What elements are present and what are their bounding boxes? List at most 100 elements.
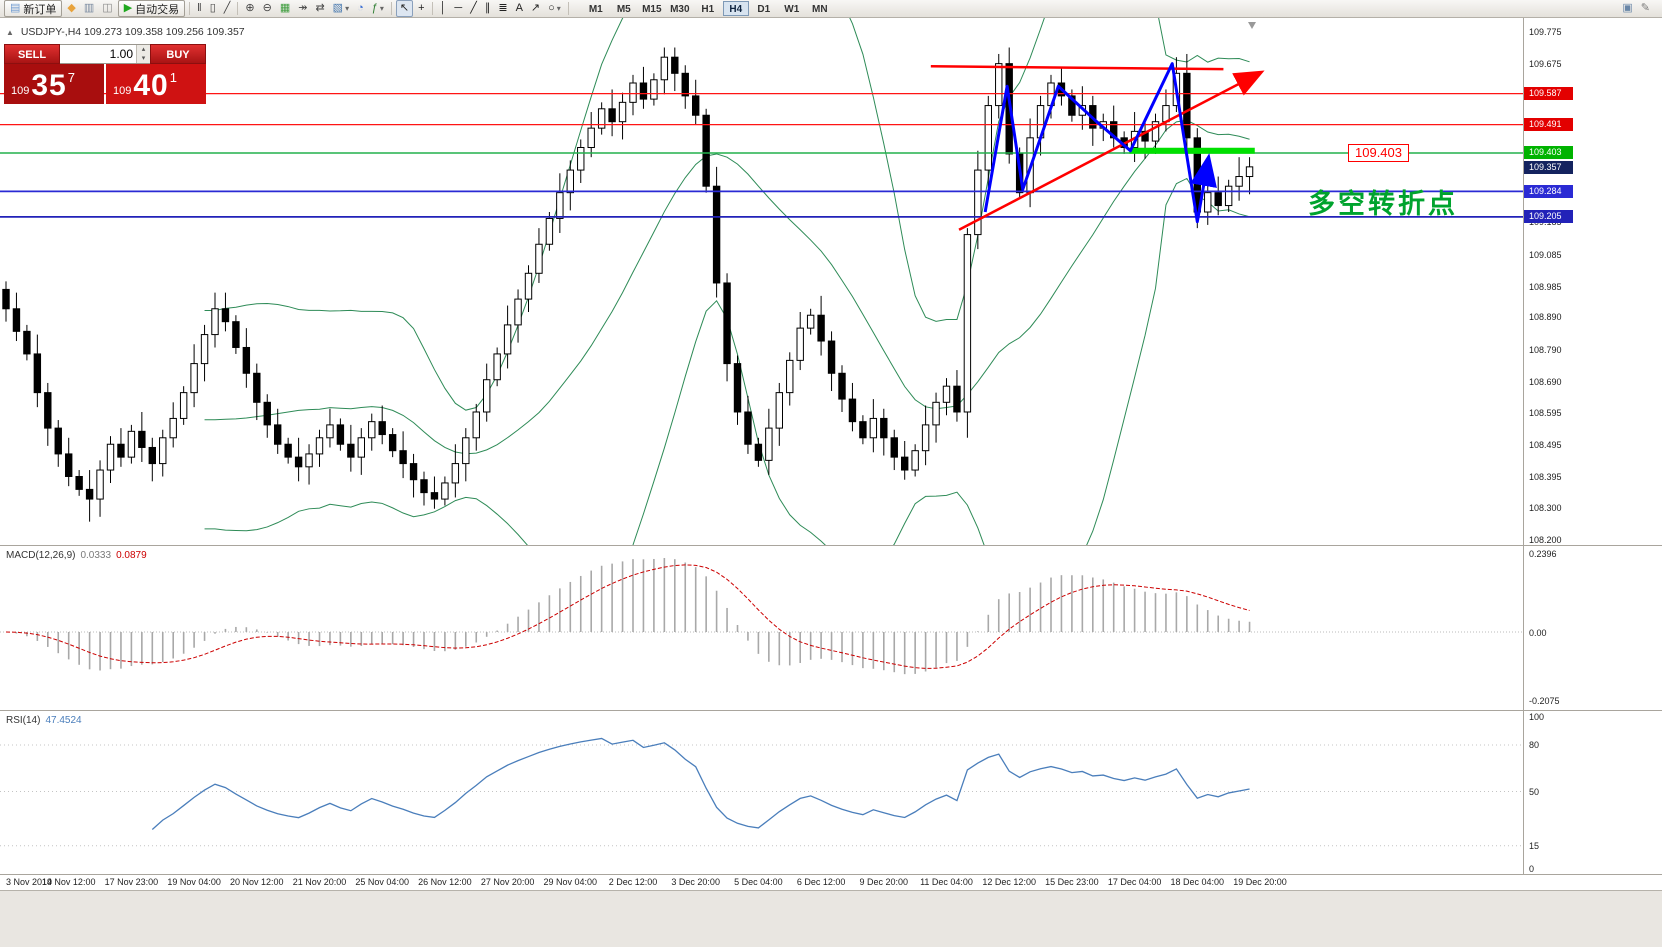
status-bar-area xyxy=(0,890,1662,947)
compose-icon[interactable]: ✎ xyxy=(1638,1,1653,16)
time-label: 21 Nov 20:00 xyxy=(292,877,347,887)
timeframe-h4[interactable]: H4 xyxy=(722,1,749,16)
time-label: 20 Nov 12:00 xyxy=(230,877,284,887)
indicators-icon: ƒ xyxy=(371,2,378,14)
tile-windows-icon[interactable]: ▦ xyxy=(277,1,293,16)
rsi-scale-label: 50 xyxy=(1529,786,1540,797)
auto-scroll-icon[interactable]: ↠ xyxy=(295,1,310,16)
toolbar-separator xyxy=(189,2,191,15)
time-label: 17 Dec 04:00 xyxy=(1107,877,1162,887)
autotrading-icon: ▶ xyxy=(123,2,133,14)
buy-price-display[interactable]: 109 40 1 xyxy=(106,64,206,104)
price-tick: 108.690 xyxy=(1529,376,1562,387)
sell-button[interactable]: SELL xyxy=(4,44,60,64)
price-scale[interactable]: 109.775109.675109.185109.085108.985108.8… xyxy=(1524,18,1662,874)
chart-shift-marker[interactable] xyxy=(1248,22,1256,29)
new-order-button-label: 新订单 xyxy=(23,3,57,16)
volume-decrease-button[interactable]: ▾ xyxy=(137,54,150,63)
one-click-panel-toggle[interactable]: ▲ xyxy=(6,28,14,37)
volume-input[interactable] xyxy=(60,45,136,63)
timeframe-mn[interactable]: MN xyxy=(812,4,828,15)
trend-annotation[interactable]: 多空转折点 xyxy=(1308,189,1458,219)
text-icon[interactable]: A xyxy=(513,1,526,16)
bollinger-upper-band xyxy=(204,18,1250,411)
layout-icon[interactable]: ▣ xyxy=(1619,1,1635,16)
time-label: 19 Nov 04:00 xyxy=(167,877,221,887)
horizontal-line-icon[interactable]: ─ xyxy=(451,1,465,16)
buy-button[interactable]: BUY xyxy=(150,44,206,64)
panel-separator[interactable] xyxy=(0,545,1662,546)
timeframe-m15[interactable]: M15 xyxy=(642,4,662,15)
timeframe-h1[interactable]: H1 xyxy=(701,4,715,15)
cursor-icon: ↖ xyxy=(399,2,410,14)
autotrading-button[interactable]: ▶ 自动交易 xyxy=(117,0,186,17)
sell-price-big: 35 xyxy=(31,69,67,102)
toolbar-separator xyxy=(431,2,433,15)
macd-scale-label: 0.2396 xyxy=(1529,548,1557,559)
data-window-icon[interactable]: ◫ xyxy=(99,1,115,16)
zoom-out-icon[interactable]: ⊖ xyxy=(260,1,275,16)
macd-scale-label: 0.00 xyxy=(1529,628,1547,638)
layout-icon: ▣ xyxy=(1622,2,1633,14)
trendline-icon[interactable]: ╱ xyxy=(467,1,480,16)
vertical-line-icon[interactable]: │ xyxy=(437,1,450,16)
chart-shift-icon: ⇄ xyxy=(315,2,325,14)
chart-shift-icon[interactable]: ⇄ xyxy=(312,1,327,16)
macd-label: MACD(12,26,9) 0.0333 0.0879 xyxy=(6,550,147,561)
time-label: 15 Dec 23:00 xyxy=(1045,877,1099,887)
market-watch-icon[interactable]: ▥ xyxy=(81,1,97,16)
arrows-icon[interactable]: ↗ xyxy=(528,1,543,16)
equidistant-channel-icon[interactable]: ∥ xyxy=(482,1,494,16)
volume-increase-button[interactable]: ▴ xyxy=(137,45,150,54)
price-tick: 108.595 xyxy=(1529,407,1562,418)
panel-separator xyxy=(0,874,1662,875)
candlestick-chart-icon: ▯ xyxy=(209,2,216,14)
timeframe-d1[interactable]: D1 xyxy=(757,4,771,15)
autotrading-button-label: 自动交易 xyxy=(135,3,180,16)
shapes-icon[interactable]: ○ ▾ xyxy=(545,1,564,16)
timeframe-m30[interactable]: M30 xyxy=(670,4,690,15)
sell-price-pip: 7 xyxy=(67,70,75,85)
fibonacci-icon[interactable]: ≣ xyxy=(495,1,510,16)
line-chart-icon[interactable]: ╱ xyxy=(221,1,234,16)
price-tick: 108.790 xyxy=(1529,344,1562,355)
macd-scale-label: -0.2075 xyxy=(1529,696,1560,707)
zoom-in-icon[interactable]: ⊕ xyxy=(242,1,257,16)
price-tick: 108.985 xyxy=(1529,281,1562,292)
time-label: 6 Dec 12:00 xyxy=(796,877,846,887)
zoom-in-icon: ⊕ xyxy=(245,2,255,14)
candlestick-chart-icon[interactable]: ▯ xyxy=(207,1,219,16)
price-tick: 108.395 xyxy=(1529,472,1562,483)
sell-price-display[interactable]: 109 35 7 xyxy=(4,64,104,104)
red-trendline-2[interactable] xyxy=(958,70,1265,231)
market-watch-icon: ▥ xyxy=(83,2,95,14)
main-chart[interactable] xyxy=(0,18,1523,545)
rsi-scale-label: 80 xyxy=(1529,740,1540,750)
timeframe-m5[interactable]: M5 xyxy=(616,4,631,15)
timeframe-w1[interactable]: W1 xyxy=(784,4,800,15)
blue-zigzag-line[interactable] xyxy=(983,62,1217,224)
rsi-scale-label: 15 xyxy=(1529,840,1540,851)
time-axis[interactable]: 3 Nov 2019 14 Nov 12:00 17 Nov 23:00 19 Nov… xyxy=(0,875,1523,889)
crosshair-icon[interactable]: + xyxy=(415,1,427,16)
macd-histogram xyxy=(15,558,1251,675)
macd-main-value: 0.0333 xyxy=(80,550,112,561)
metaeditor-icon[interactable]: ◆ xyxy=(64,1,78,16)
profiles-icon[interactable]: ▧ ▾ xyxy=(330,1,352,16)
timeframe-m1[interactable]: M1 xyxy=(588,4,603,15)
price-tick: 109.775 xyxy=(1529,27,1562,37)
new-order-button[interactable]: ▤ 新订单 xyxy=(4,0,63,17)
price-chip-109284: 109.284 xyxy=(1524,184,1573,198)
price-callout-109403[interactable]: 109.403 xyxy=(1348,144,1409,162)
macd-panel-chart[interactable] xyxy=(0,546,1523,710)
red-trendline-1[interactable] xyxy=(930,64,1224,71)
price-tick: 109.675 xyxy=(1529,59,1562,70)
bar-chart-icon[interactable]: ‖ xyxy=(194,1,205,16)
panel-separator[interactable] xyxy=(0,710,1662,711)
time-label: 19 Dec 20:00 xyxy=(1233,877,1287,887)
rsi-panel-chart[interactable] xyxy=(0,711,1523,874)
indicators-icon[interactable]: ƒ ▾ xyxy=(369,1,387,16)
period-clock-icon[interactable]: ◔ xyxy=(354,1,367,16)
cursor-icon[interactable]: ↖ xyxy=(395,0,414,17)
